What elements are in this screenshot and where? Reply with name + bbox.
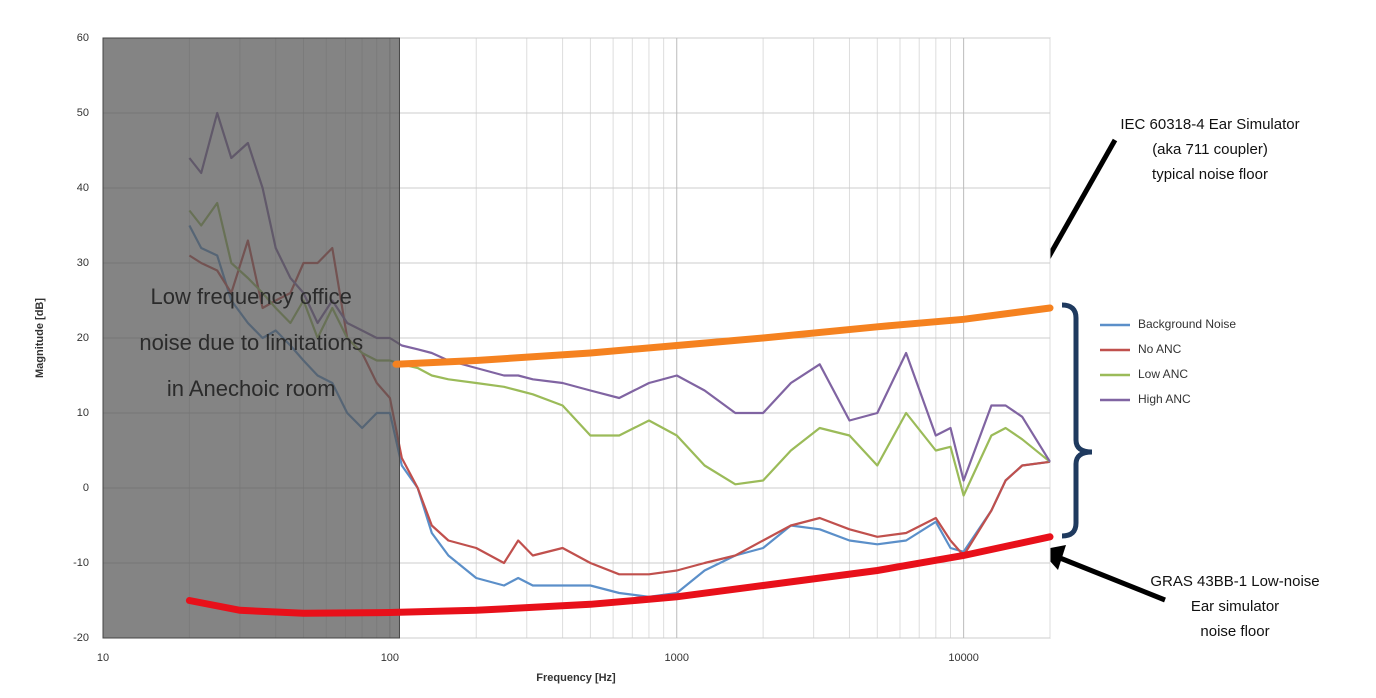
- y-tick-label: 40: [77, 182, 89, 194]
- y-tick-label: 20: [77, 332, 89, 344]
- legend-label: Background Noise: [1138, 317, 1236, 331]
- shaded-region-label: in Anechoic room: [167, 376, 336, 401]
- y-tick-label: -20: [73, 632, 89, 644]
- noise-floor-line: [392, 304, 1054, 368]
- annotation: Ear simulator: [1191, 598, 1279, 615]
- x-axis-label: Frequency [Hz]: [536, 672, 616, 684]
- x-tick-label: 10: [97, 652, 109, 664]
- annotation: IEC 60318-4 Ear Simulator: [1120, 116, 1299, 133]
- annotation: typical noise floor: [1152, 166, 1268, 183]
- legend-label: High ANC: [1138, 392, 1191, 406]
- x-tick-label: 1000: [665, 652, 689, 664]
- y-axis-label: Magnitude [dB]: [34, 298, 46, 378]
- shaded-region: [102, 37, 400, 639]
- x-tick-label: 100: [381, 652, 399, 664]
- x-tick-label: 10000: [948, 652, 979, 664]
- y-tick-label: 50: [77, 107, 89, 119]
- y-tick-label: 0: [83, 482, 89, 494]
- arrow: [1059, 555, 1166, 603]
- y-tick-label: 10: [77, 407, 89, 419]
- legend-label: Low ANC: [1138, 367, 1188, 381]
- legend-label: No ANC: [1138, 342, 1182, 356]
- shaded-region-label: Low frequency office: [151, 284, 352, 309]
- noise-floor-line: [185, 533, 1054, 617]
- annotation: (aka 711 coupler): [1152, 141, 1268, 158]
- annotation: GRAS 43BB-1 Low-noise: [1150, 573, 1319, 590]
- shaded-region-label: noise due to limitations: [139, 330, 363, 355]
- y-tick-label: 30: [77, 257, 89, 269]
- y-tick-label: -10: [73, 557, 89, 569]
- bracket: [1061, 302, 1093, 539]
- annotation: noise floor: [1200, 623, 1269, 640]
- y-tick-label: 60: [77, 32, 89, 44]
